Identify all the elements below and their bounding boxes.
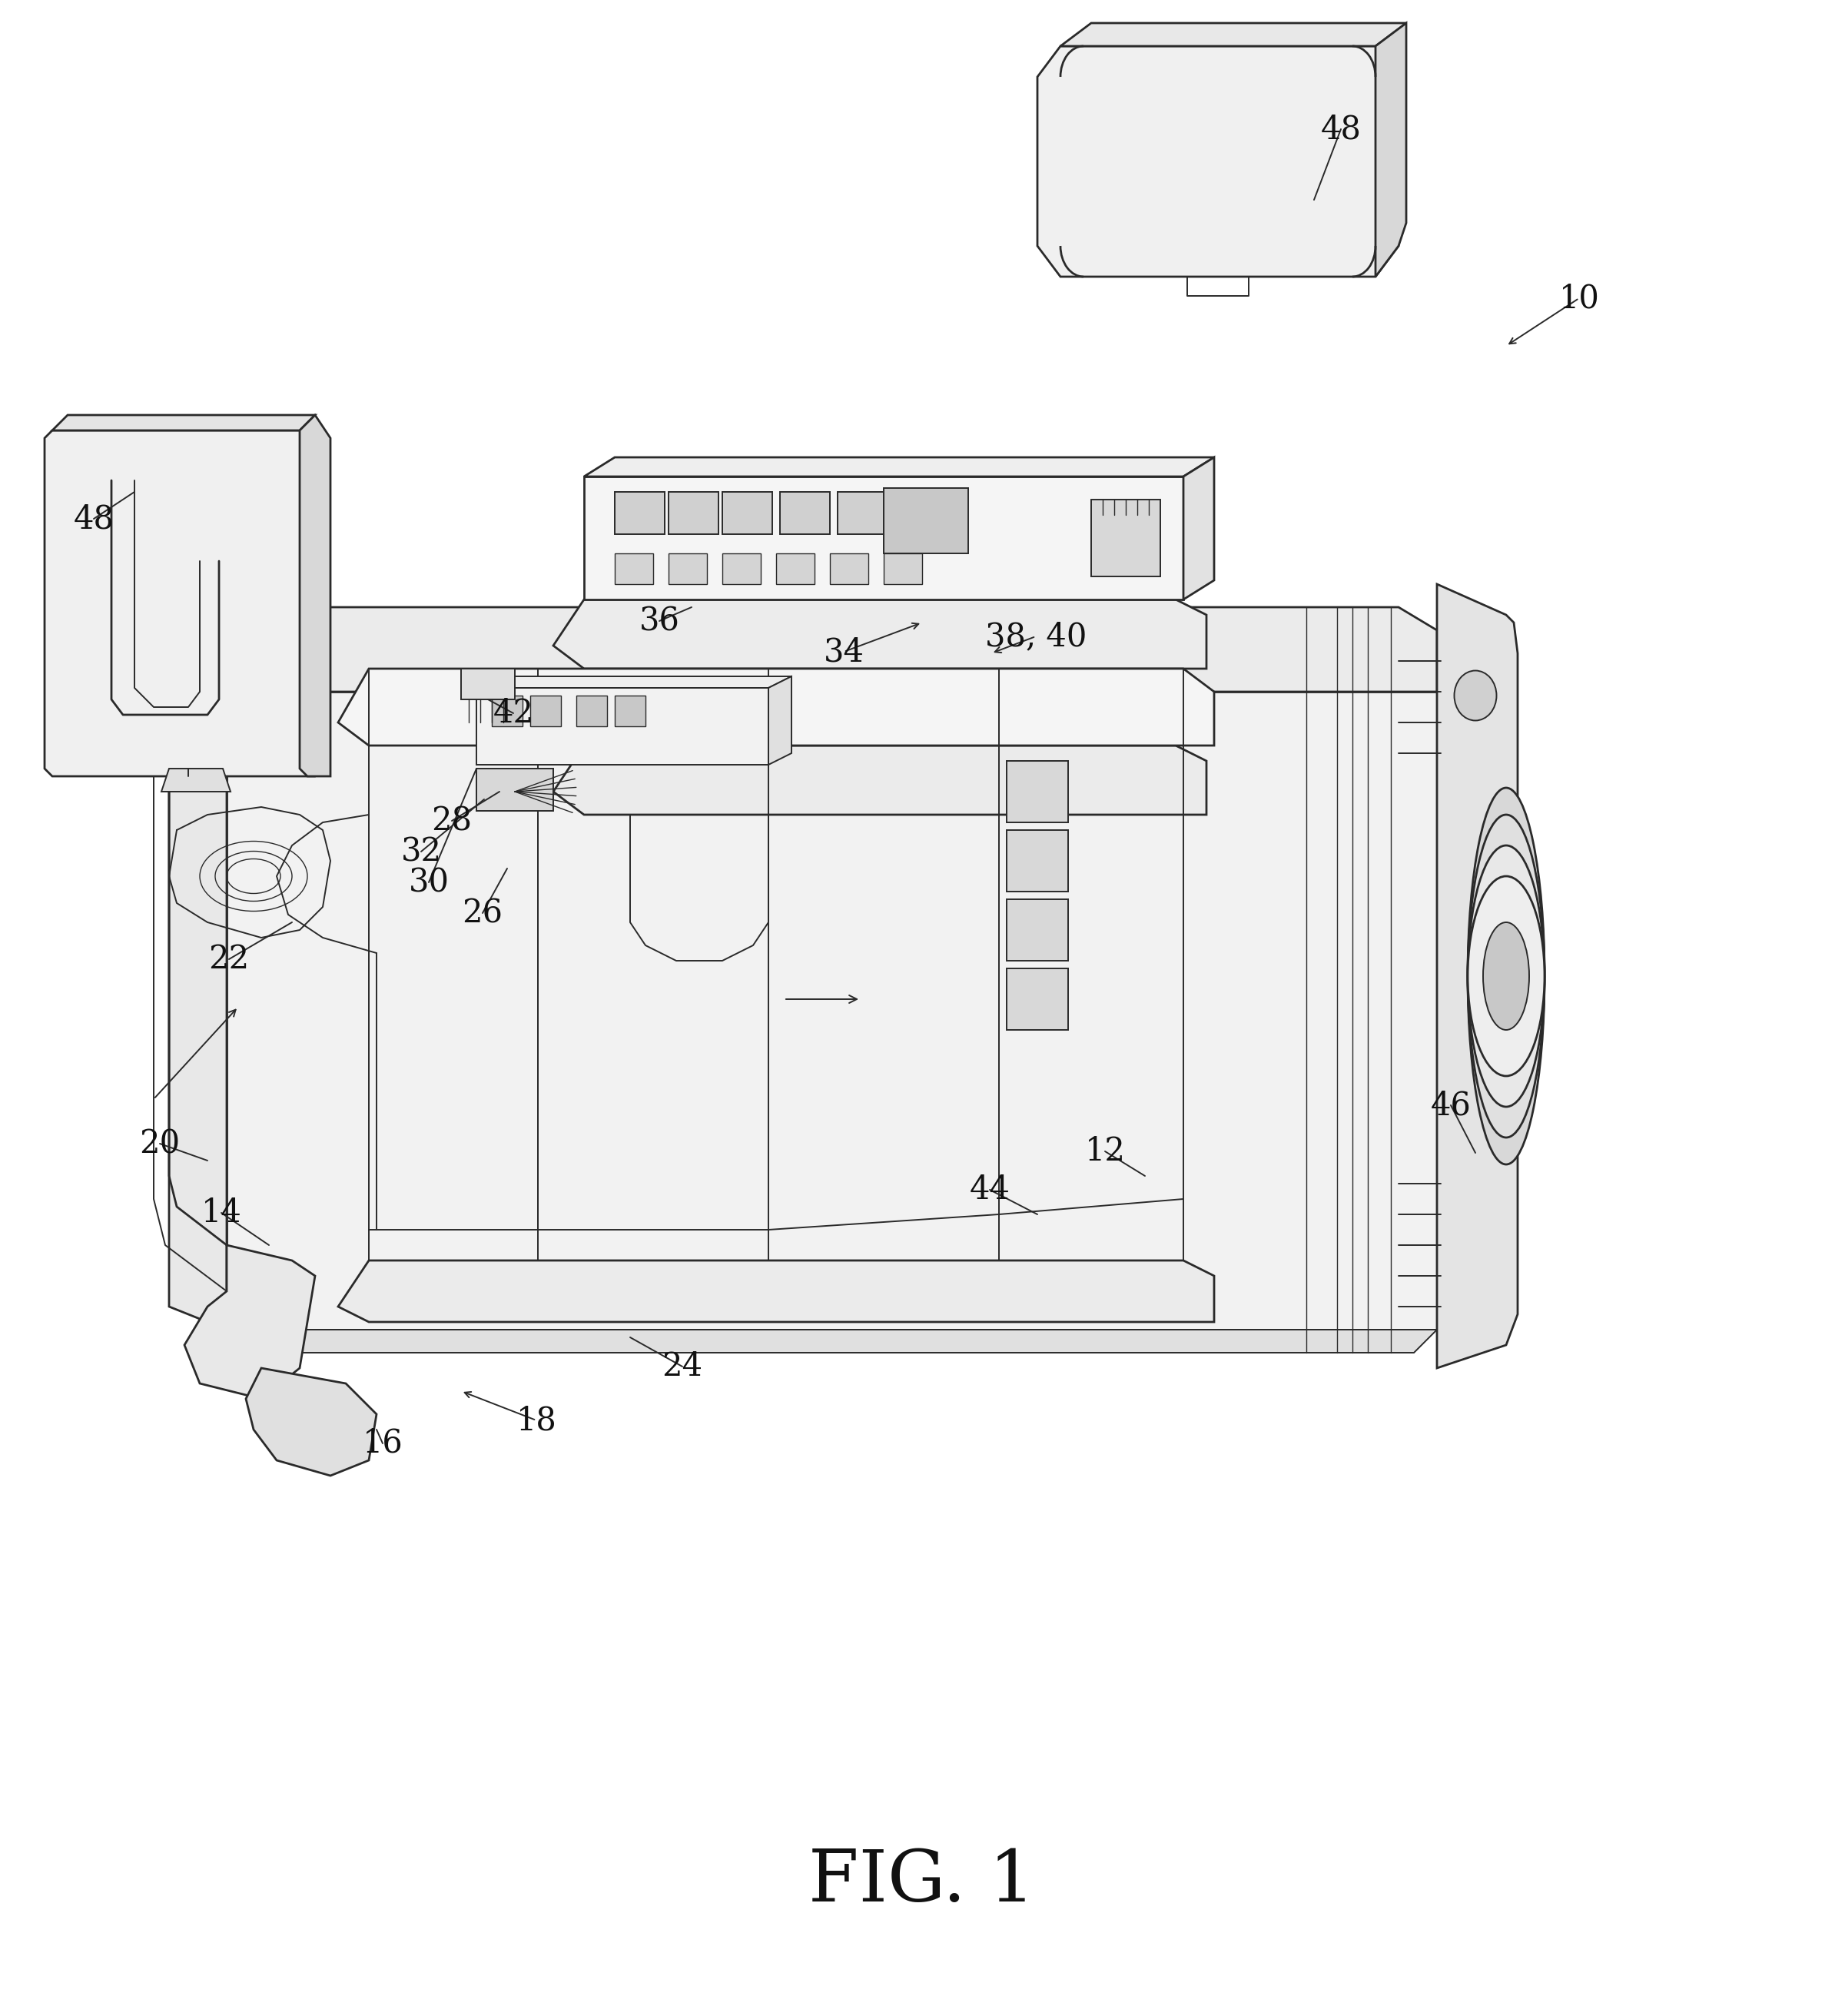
Polygon shape (1437, 585, 1518, 1369)
Text: 24: 24 (662, 1351, 703, 1383)
Polygon shape (476, 687, 768, 764)
Polygon shape (1007, 899, 1068, 962)
Text: 48: 48 (1321, 113, 1362, 145)
Polygon shape (338, 1260, 1214, 1322)
Text: 48: 48 (74, 502, 114, 534)
Polygon shape (723, 492, 773, 534)
Polygon shape (723, 552, 760, 585)
Polygon shape (768, 675, 792, 764)
Polygon shape (553, 599, 1207, 669)
Polygon shape (1090, 500, 1161, 577)
Polygon shape (668, 552, 707, 585)
Text: 20: 20 (140, 1127, 181, 1159)
Text: 46: 46 (1430, 1089, 1470, 1121)
Polygon shape (530, 696, 561, 726)
Polygon shape (830, 552, 869, 585)
Ellipse shape (1469, 877, 1544, 1077)
Text: 26: 26 (463, 897, 504, 929)
Text: 36: 36 (638, 605, 679, 637)
Polygon shape (245, 1369, 376, 1476)
Polygon shape (614, 552, 653, 585)
Text: 10: 10 (1559, 282, 1600, 314)
Polygon shape (576, 696, 607, 726)
Polygon shape (585, 476, 1183, 599)
Polygon shape (161, 768, 231, 792)
Text: FIG. 1: FIG. 1 (808, 1847, 1035, 1915)
Polygon shape (884, 552, 922, 585)
Polygon shape (1183, 458, 1214, 599)
Polygon shape (884, 488, 969, 552)
Text: 28: 28 (432, 804, 472, 837)
Ellipse shape (1469, 845, 1544, 1107)
Polygon shape (777, 552, 814, 585)
Polygon shape (476, 768, 553, 810)
Text: 44: 44 (969, 1173, 1009, 1206)
Polygon shape (553, 746, 1207, 814)
Polygon shape (1376, 22, 1406, 276)
Polygon shape (192, 1331, 1437, 1353)
Polygon shape (614, 696, 646, 726)
Ellipse shape (1483, 921, 1530, 1030)
Polygon shape (668, 492, 718, 534)
Text: 30: 30 (408, 867, 448, 899)
Polygon shape (780, 492, 830, 534)
Polygon shape (614, 492, 664, 534)
Polygon shape (44, 429, 323, 776)
Polygon shape (227, 691, 1437, 1331)
Text: 34: 34 (823, 635, 863, 667)
Text: 14: 14 (201, 1198, 242, 1230)
Polygon shape (476, 675, 792, 687)
Text: 18: 18 (517, 1405, 557, 1437)
Polygon shape (227, 607, 1437, 691)
Polygon shape (52, 415, 315, 429)
Polygon shape (1007, 760, 1068, 823)
Polygon shape (170, 607, 227, 1331)
Polygon shape (461, 669, 515, 700)
Text: 32: 32 (400, 835, 441, 867)
Polygon shape (299, 415, 330, 776)
Polygon shape (184, 1246, 315, 1399)
Text: 12: 12 (1085, 1135, 1125, 1167)
Ellipse shape (1469, 814, 1544, 1137)
Polygon shape (1061, 22, 1406, 46)
Text: 16: 16 (362, 1427, 402, 1460)
Ellipse shape (1469, 788, 1544, 1165)
Ellipse shape (1454, 671, 1496, 720)
Text: 22: 22 (208, 943, 249, 976)
Polygon shape (585, 458, 1214, 476)
Polygon shape (838, 492, 887, 534)
Text: 42: 42 (493, 698, 533, 730)
Text: 38, 40: 38, 40 (985, 621, 1087, 653)
Polygon shape (338, 669, 1214, 746)
Polygon shape (493, 696, 522, 726)
Polygon shape (1007, 968, 1068, 1030)
Polygon shape (1007, 831, 1068, 891)
Polygon shape (1037, 46, 1399, 276)
